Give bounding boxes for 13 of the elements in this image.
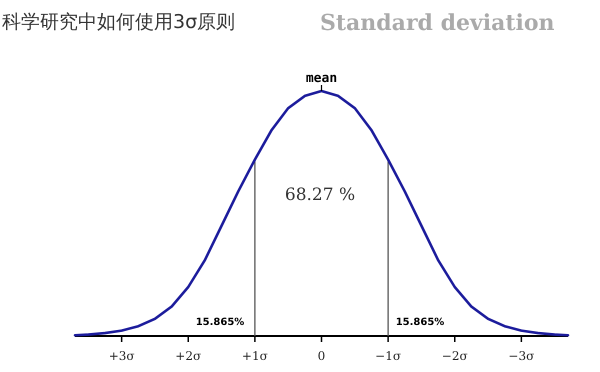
annotation: mean (306, 71, 338, 86)
x-tick-label: +1σ (242, 349, 268, 363)
x-tick-label: +3σ (108, 349, 135, 363)
annotation: 15.865% (396, 317, 444, 328)
annotation: 68.27 % (284, 185, 356, 205)
x-tick-label: −2σ (442, 349, 468, 363)
chart-title: 科学研究中如何使用3σ原则 (2, 11, 236, 33)
annotation: 15.865% (196, 317, 244, 328)
x-tick-label: +2σ (175, 349, 202, 363)
x-tick-label: −3σ (508, 349, 534, 363)
chart-subtitle: Standard deviation (320, 10, 555, 36)
x-tick-label: −1σ (375, 349, 402, 363)
x-tick-label: 0 (318, 349, 326, 363)
